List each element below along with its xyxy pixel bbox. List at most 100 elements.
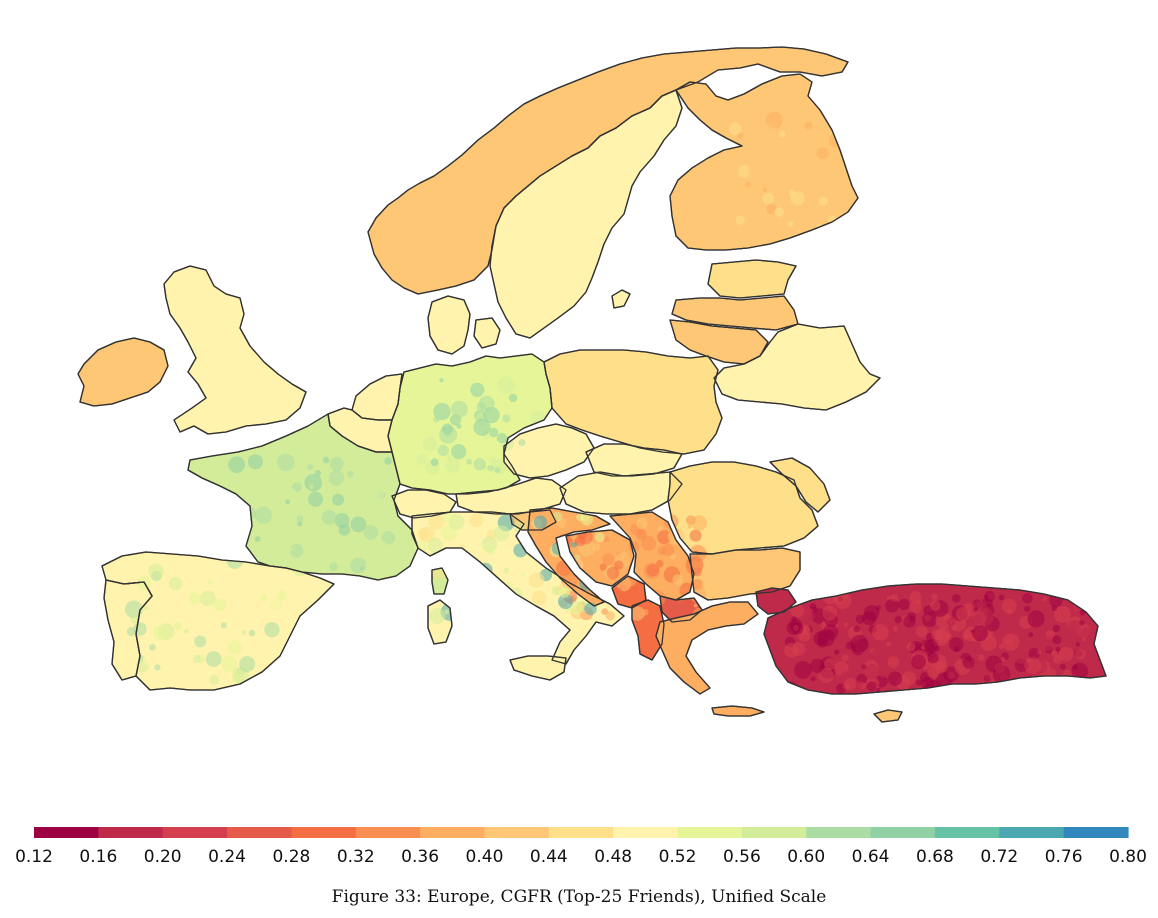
region-speck bbox=[416, 563, 425, 572]
region-speck bbox=[493, 525, 510, 542]
colorbar-tick-label: 0.12 bbox=[15, 847, 53, 867]
region-speck bbox=[972, 625, 988, 642]
region-speck bbox=[636, 517, 648, 530]
region-speck bbox=[552, 511, 563, 522]
region-speck bbox=[194, 635, 207, 648]
region-speck bbox=[976, 608, 994, 626]
colorbar-segment bbox=[355, 827, 421, 838]
region-speck bbox=[321, 510, 337, 525]
border-line bbox=[565, 529, 635, 587]
colorbar-segment bbox=[291, 827, 357, 838]
region-speck bbox=[657, 530, 672, 545]
region-speck bbox=[687, 524, 692, 529]
border-line bbox=[631, 599, 665, 661]
colorbar-tick-label: 0.80 bbox=[1109, 847, 1147, 867]
region-speck bbox=[183, 605, 195, 617]
region-speck bbox=[445, 458, 460, 473]
region-speck bbox=[236, 524, 245, 533]
region-speck bbox=[887, 671, 903, 686]
region-speck bbox=[531, 590, 547, 606]
region-speck bbox=[878, 667, 889, 678]
border-line bbox=[763, 583, 1107, 695]
region-speck bbox=[518, 438, 526, 447]
region-speck bbox=[758, 123, 776, 141]
region-speck bbox=[774, 207, 785, 217]
region-ireland bbox=[77, 337, 169, 407]
region-speck bbox=[496, 432, 508, 444]
region-speck bbox=[814, 132, 828, 146]
border-line bbox=[755, 587, 797, 615]
border-line bbox=[103, 579, 153, 681]
region-speck bbox=[1037, 650, 1042, 655]
colorbar-segment bbox=[34, 827, 99, 838]
region-speck bbox=[122, 656, 140, 674]
region-speck bbox=[452, 593, 460, 601]
region-speck bbox=[1051, 605, 1058, 611]
region-speck bbox=[1081, 593, 1087, 600]
region-speck bbox=[254, 536, 261, 542]
region-speck bbox=[350, 516, 367, 533]
region-speck bbox=[722, 139, 731, 148]
region-speck bbox=[794, 661, 812, 679]
region-speck bbox=[502, 597, 519, 614]
region-speck bbox=[248, 629, 256, 637]
region-speck bbox=[429, 607, 446, 625]
colorbar-tick-label: 0.60 bbox=[787, 847, 826, 867]
region-speck bbox=[149, 643, 156, 651]
region-speck bbox=[225, 502, 237, 514]
region-speck bbox=[328, 470, 345, 486]
region-speck bbox=[998, 643, 1004, 650]
region-speck bbox=[855, 614, 866, 624]
colorbar-segment bbox=[741, 827, 807, 838]
region-speck bbox=[478, 395, 495, 412]
region-speck bbox=[672, 574, 684, 585]
colorbar-tick-label: 0.32 bbox=[336, 847, 375, 867]
border-line bbox=[163, 265, 307, 435]
region-speck bbox=[920, 645, 926, 650]
region-speck bbox=[994, 662, 1006, 674]
region-speck bbox=[1053, 606, 1071, 623]
region-speck bbox=[209, 674, 220, 686]
region-speck bbox=[200, 590, 216, 607]
region-speck bbox=[481, 586, 492, 597]
region-speck bbox=[826, 170, 837, 181]
region-speck bbox=[322, 456, 330, 464]
region-speck bbox=[254, 506, 272, 524]
region-speck bbox=[346, 470, 354, 478]
border-line bbox=[585, 443, 683, 477]
region-speck bbox=[1058, 646, 1074, 662]
region-speck bbox=[336, 498, 343, 505]
region-speck bbox=[228, 543, 236, 551]
region-speck bbox=[1007, 681, 1013, 686]
region-speck bbox=[1059, 668, 1065, 674]
region-speck bbox=[433, 402, 451, 421]
border-line bbox=[659, 595, 703, 623]
region-speck bbox=[428, 514, 445, 530]
border-line bbox=[503, 423, 595, 479]
region-speck bbox=[1037, 672, 1053, 688]
region-speck bbox=[524, 611, 541, 627]
region-speck bbox=[154, 664, 161, 671]
region-speck bbox=[818, 667, 834, 684]
region-speck bbox=[557, 539, 563, 545]
border-line bbox=[411, 511, 625, 665]
border-line bbox=[391, 489, 457, 519]
region-speck bbox=[952, 594, 961, 603]
colorbar-tick-label: 0.64 bbox=[851, 847, 890, 867]
colorbar-segment bbox=[484, 827, 550, 838]
region-speck bbox=[590, 557, 599, 566]
region-speck bbox=[947, 671, 955, 680]
border-line bbox=[667, 461, 819, 555]
region-speck bbox=[728, 122, 742, 136]
region-speck bbox=[178, 665, 197, 683]
region-speck bbox=[584, 602, 597, 616]
region-speck bbox=[458, 578, 469, 588]
region-speck bbox=[469, 513, 484, 528]
region-speck bbox=[661, 543, 675, 557]
region-speck bbox=[930, 600, 941, 612]
border-line bbox=[473, 317, 501, 349]
region-speck bbox=[693, 603, 698, 608]
region-speck bbox=[442, 512, 453, 523]
region-speck bbox=[264, 622, 280, 638]
region-speck bbox=[773, 173, 788, 188]
